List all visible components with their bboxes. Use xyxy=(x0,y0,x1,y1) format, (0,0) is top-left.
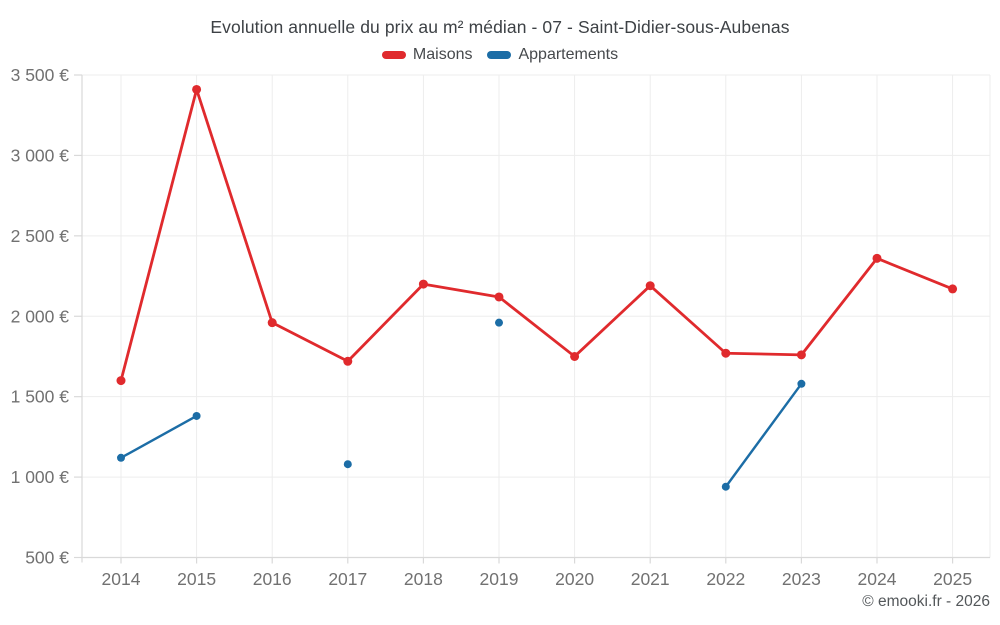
appartements-point-2019[interactable] xyxy=(495,318,503,327)
y-axis-label: 2 500 € xyxy=(11,226,70,246)
legend-item-maisons[interactable]: Maisons xyxy=(381,46,473,64)
appartements-point-2015[interactable] xyxy=(192,411,201,420)
y-axis-label: 1 500 € xyxy=(11,387,70,407)
maisons-point-2018[interactable] xyxy=(418,279,428,289)
maisons-color-swatch xyxy=(381,51,406,59)
y-axis-label: 2 000 € xyxy=(11,306,70,326)
chart-legend: Maisons Appartements xyxy=(0,46,1000,64)
x-axis-label: 2015 xyxy=(177,569,216,589)
x-axis-label: 2014 xyxy=(102,569,141,589)
y-axis-label: 500 € xyxy=(25,548,69,568)
x-axis-label: 2020 xyxy=(555,569,594,589)
appartements-legend-label: Appartements xyxy=(518,46,619,63)
y-axis-label: 1 000 € xyxy=(11,467,70,487)
legend-item-appartements[interactable]: Appartements xyxy=(487,46,618,64)
appartements-line xyxy=(119,414,198,459)
y-axis-label: 3 000 € xyxy=(11,145,70,165)
copyright-text: © emooki.fr - 2026 xyxy=(862,593,990,610)
x-axis-label: 2019 xyxy=(480,569,519,589)
x-axis-label: 2017 xyxy=(328,569,367,589)
appartements-color-swatch xyxy=(487,51,512,59)
maisons-point-2019[interactable] xyxy=(494,292,504,302)
appartements-point-2017[interactable] xyxy=(343,460,352,469)
maisons-point-2024[interactable] xyxy=(872,253,882,263)
maisons-point-2017[interactable] xyxy=(343,356,353,366)
x-axis-label: 2022 xyxy=(706,569,745,589)
appartements-point-2023[interactable] xyxy=(797,379,806,388)
maisons-point-2016[interactable] xyxy=(267,318,277,328)
x-axis-label: 2024 xyxy=(858,569,897,589)
maisons-point-2015[interactable] xyxy=(192,84,202,94)
x-axis-label: 2016 xyxy=(253,569,292,589)
maisons-line xyxy=(119,88,954,382)
x-axis-label: 2018 xyxy=(404,569,443,589)
x-axis-label: 2021 xyxy=(631,569,670,589)
maisons-point-2023[interactable] xyxy=(796,350,806,360)
y-axis-label: 3 500 € xyxy=(11,65,70,85)
chart-title: Evolution annuelle du prix au m² médian … xyxy=(210,17,790,37)
maisons-legend-label: Maisons xyxy=(412,46,473,63)
maisons-point-2020[interactable] xyxy=(570,351,580,361)
maisons-point-2025[interactable] xyxy=(948,284,958,294)
appartements-point-2022[interactable] xyxy=(721,482,730,491)
appartements-line xyxy=(724,382,803,488)
x-axis-label: 2023 xyxy=(782,569,821,589)
appartements-point-2014[interactable] xyxy=(117,453,125,462)
x-axis-label: 2025 xyxy=(933,569,972,589)
maisons-point-2022[interactable] xyxy=(721,348,731,358)
maisons-point-2014[interactable] xyxy=(116,376,126,386)
maisons-point-2021[interactable] xyxy=(645,281,655,291)
